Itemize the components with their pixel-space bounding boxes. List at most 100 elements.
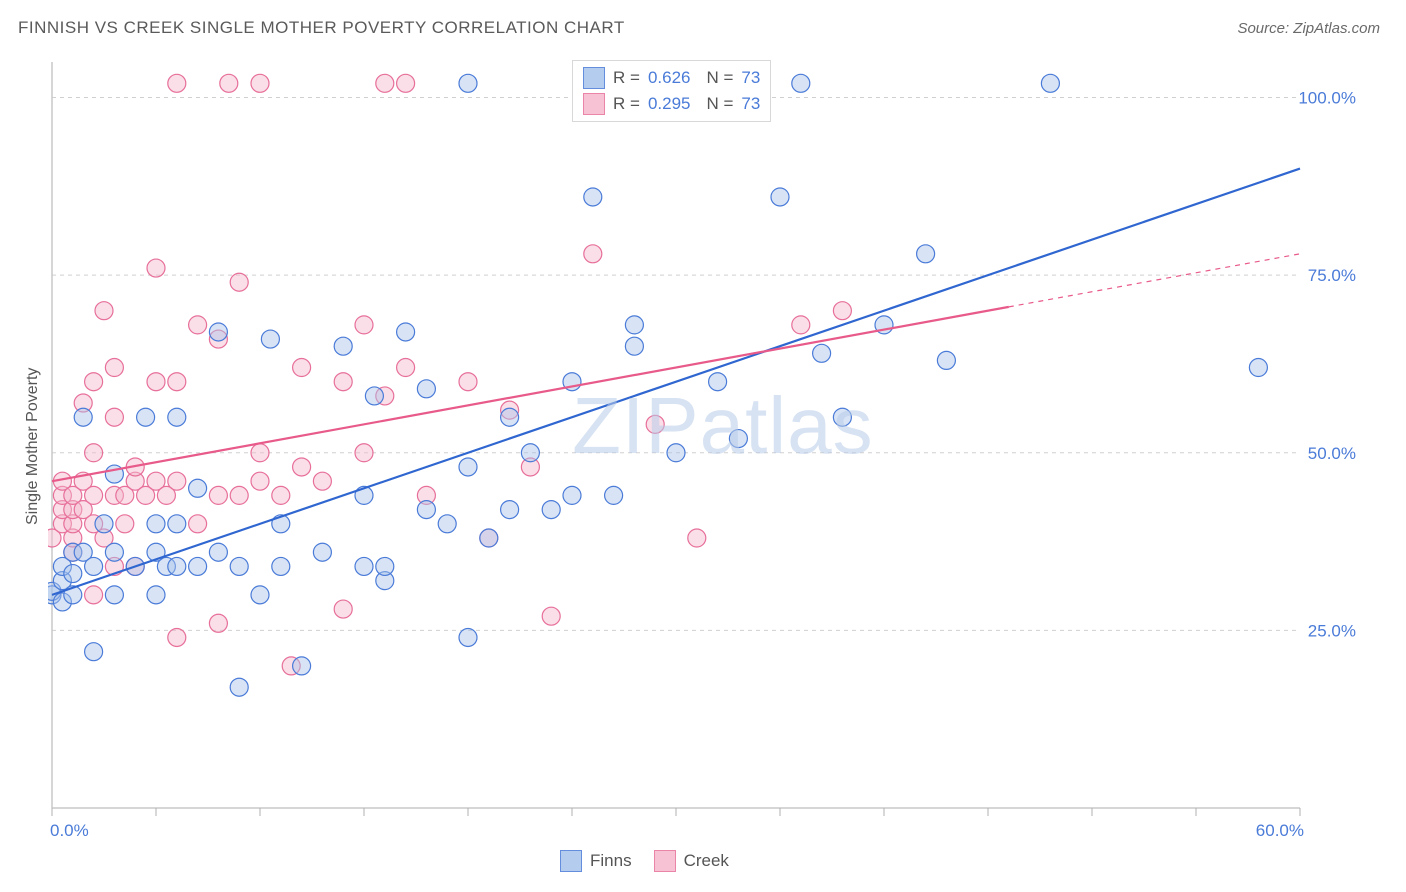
- legend-n-label: N =: [706, 91, 733, 117]
- scatter-point: [230, 678, 248, 696]
- scatter-point: [334, 337, 352, 355]
- legend-swatch: [583, 93, 605, 115]
- scatter-point: [563, 486, 581, 504]
- legend-series-name: Finns: [590, 851, 632, 871]
- scatter-point: [85, 586, 103, 604]
- scatter-point: [397, 74, 415, 92]
- scatter-point: [313, 543, 331, 561]
- scatter-point: [667, 444, 685, 462]
- legend-stats-row: R = 0.626 N = 73: [583, 65, 760, 91]
- y-tick-label: 50.0%: [1308, 444, 1356, 463]
- scatter-point: [625, 316, 643, 334]
- scatter-point: [1041, 74, 1059, 92]
- scatter-point: [438, 515, 456, 533]
- scatter-point: [220, 74, 238, 92]
- scatter-point: [251, 444, 269, 462]
- scatter-point: [116, 515, 134, 533]
- scatter-point: [251, 586, 269, 604]
- legend-r-value: 0.626: [648, 65, 691, 91]
- scatter-point: [272, 486, 290, 504]
- scatter-point: [168, 515, 186, 533]
- legend-n-value: 73: [741, 91, 760, 117]
- trend-line-extrapolated: [1009, 254, 1300, 307]
- scatter-point: [501, 501, 519, 519]
- legend-series: Finns Creek: [560, 850, 729, 872]
- scatter-point: [272, 557, 290, 575]
- scatter-point: [792, 74, 810, 92]
- trend-line: [52, 169, 1300, 595]
- scatter-point: [459, 458, 477, 476]
- scatter-point: [85, 643, 103, 661]
- scatter-point: [74, 408, 92, 426]
- scatter-point: [355, 444, 373, 462]
- scatter-point: [85, 486, 103, 504]
- legend-swatch: [560, 850, 582, 872]
- legend-r-label: R =: [613, 91, 640, 117]
- scatter-point: [251, 74, 269, 92]
- scatter-plot: 25.0%50.0%75.0%100.0%0.0%60.0%: [48, 52, 1360, 842]
- scatter-point: [147, 373, 165, 391]
- legend-swatch: [583, 67, 605, 89]
- scatter-point: [729, 430, 747, 448]
- legend-r-label: R =: [613, 65, 640, 91]
- scatter-point: [459, 373, 477, 391]
- chart-title: FINNISH VS CREEK SINGLE MOTHER POVERTY C…: [18, 18, 625, 38]
- scatter-point: [376, 74, 394, 92]
- scatter-point: [459, 628, 477, 646]
- scatter-point: [625, 337, 643, 355]
- scatter-point: [293, 657, 311, 675]
- chart-source: Source: ZipAtlas.com: [1237, 20, 1380, 37]
- scatter-point: [365, 387, 383, 405]
- scatter-point: [542, 607, 560, 625]
- scatter-point: [917, 245, 935, 263]
- scatter-point: [542, 501, 560, 519]
- scatter-point: [334, 600, 352, 618]
- legend-stats-row: R = 0.295N = 73: [583, 91, 760, 117]
- scatter-point: [168, 373, 186, 391]
- scatter-point: [64, 565, 82, 583]
- scatter-point: [792, 316, 810, 334]
- scatter-point: [397, 323, 415, 341]
- scatter-point: [521, 444, 539, 462]
- scatter-point: [105, 543, 123, 561]
- legend-n-value: 73: [741, 65, 760, 91]
- scatter-point: [501, 408, 519, 426]
- scatter-point: [261, 330, 279, 348]
- scatter-point: [293, 458, 311, 476]
- scatter-point: [168, 74, 186, 92]
- scatter-point: [646, 415, 664, 433]
- scatter-point: [480, 529, 498, 547]
- legend-series-name: Creek: [684, 851, 729, 871]
- scatter-point: [209, 323, 227, 341]
- scatter-point: [417, 501, 435, 519]
- legend-series-item: Finns: [560, 850, 632, 872]
- scatter-point: [584, 245, 602, 263]
- scatter-point: [230, 557, 248, 575]
- scatter-point: [833, 408, 851, 426]
- scatter-point: [147, 586, 165, 604]
- legend-stats: R = 0.626 N = 73R = 0.295N = 73: [572, 60, 771, 122]
- scatter-point: [334, 373, 352, 391]
- scatter-point: [137, 408, 155, 426]
- scatter-point: [459, 74, 477, 92]
- scatter-point: [189, 479, 207, 497]
- scatter-point: [189, 557, 207, 575]
- scatter-point: [105, 586, 123, 604]
- legend-n-label: N =: [706, 65, 733, 91]
- scatter-point: [584, 188, 602, 206]
- scatter-point: [376, 557, 394, 575]
- scatter-point: [230, 486, 248, 504]
- x-tick-label: 0.0%: [50, 821, 89, 840]
- scatter-point: [709, 373, 727, 391]
- scatter-point: [85, 373, 103, 391]
- scatter-point: [168, 557, 186, 575]
- scatter-point: [209, 543, 227, 561]
- scatter-point: [209, 486, 227, 504]
- scatter-point: [147, 259, 165, 277]
- scatter-point: [85, 444, 103, 462]
- scatter-point: [209, 614, 227, 632]
- scatter-point: [813, 344, 831, 362]
- scatter-point: [355, 557, 373, 575]
- scatter-point: [1249, 359, 1267, 377]
- scatter-point: [313, 472, 331, 490]
